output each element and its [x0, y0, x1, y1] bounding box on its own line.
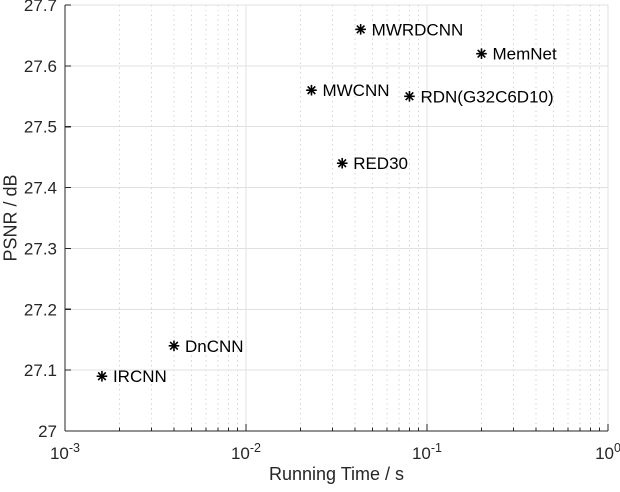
x-axis-label: Running Time / s: [268, 464, 405, 484]
marker-asterisk: [307, 85, 316, 95]
point-label: MWCNN: [322, 81, 389, 100]
point-label: RED30: [353, 154, 408, 173]
y-tick-label: 27.5: [24, 118, 57, 137]
data-point-MemNet: MemNet: [476, 45, 557, 64]
y-tick-label: 27: [38, 422, 57, 441]
marker-asterisk: [97, 371, 107, 381]
x-tick-label: 10-3: [50, 441, 80, 463]
marker-asterisk: [356, 24, 366, 34]
x-tick-label: 10-1: [412, 441, 442, 463]
data-point-RDN(G32C6D10): RDN(G32C6D10): [404, 87, 554, 106]
y-tick-label: 27.2: [24, 300, 57, 319]
y-tick-label: 27.7: [24, 0, 57, 15]
point-label: MWRDCNN: [372, 20, 464, 39]
y-tick-label: 27.3: [24, 239, 57, 258]
point-label: MemNet: [492, 45, 557, 64]
data-point-RED30: RED30: [336, 154, 408, 173]
data-point-MWRDCNN: MWRDCNN: [355, 20, 463, 39]
marker-asterisk: [477, 49, 486, 59]
x-tick-label: 100: [595, 441, 620, 463]
y-tick-label: 27.6: [24, 57, 57, 76]
x-tick-label: 10-2: [231, 441, 261, 463]
marker-asterisk: [337, 158, 347, 168]
y-tick-label: 27.4: [24, 179, 57, 198]
data-point-DnCNN: DnCNN: [168, 337, 244, 356]
data-point-IRCNN: IRCNN: [96, 367, 167, 386]
marker-asterisk: [169, 341, 179, 351]
point-label: IRCNN: [113, 367, 167, 386]
y-tick-label: 27.1: [24, 361, 57, 380]
point-label: DnCNN: [185, 337, 244, 356]
point-label: RDN(G32C6D10): [420, 87, 553, 106]
data-point-MWCNN: MWCNN: [306, 81, 390, 100]
y-axis-label: PSNR / dB: [0, 174, 21, 262]
marker-asterisk: [405, 91, 414, 101]
